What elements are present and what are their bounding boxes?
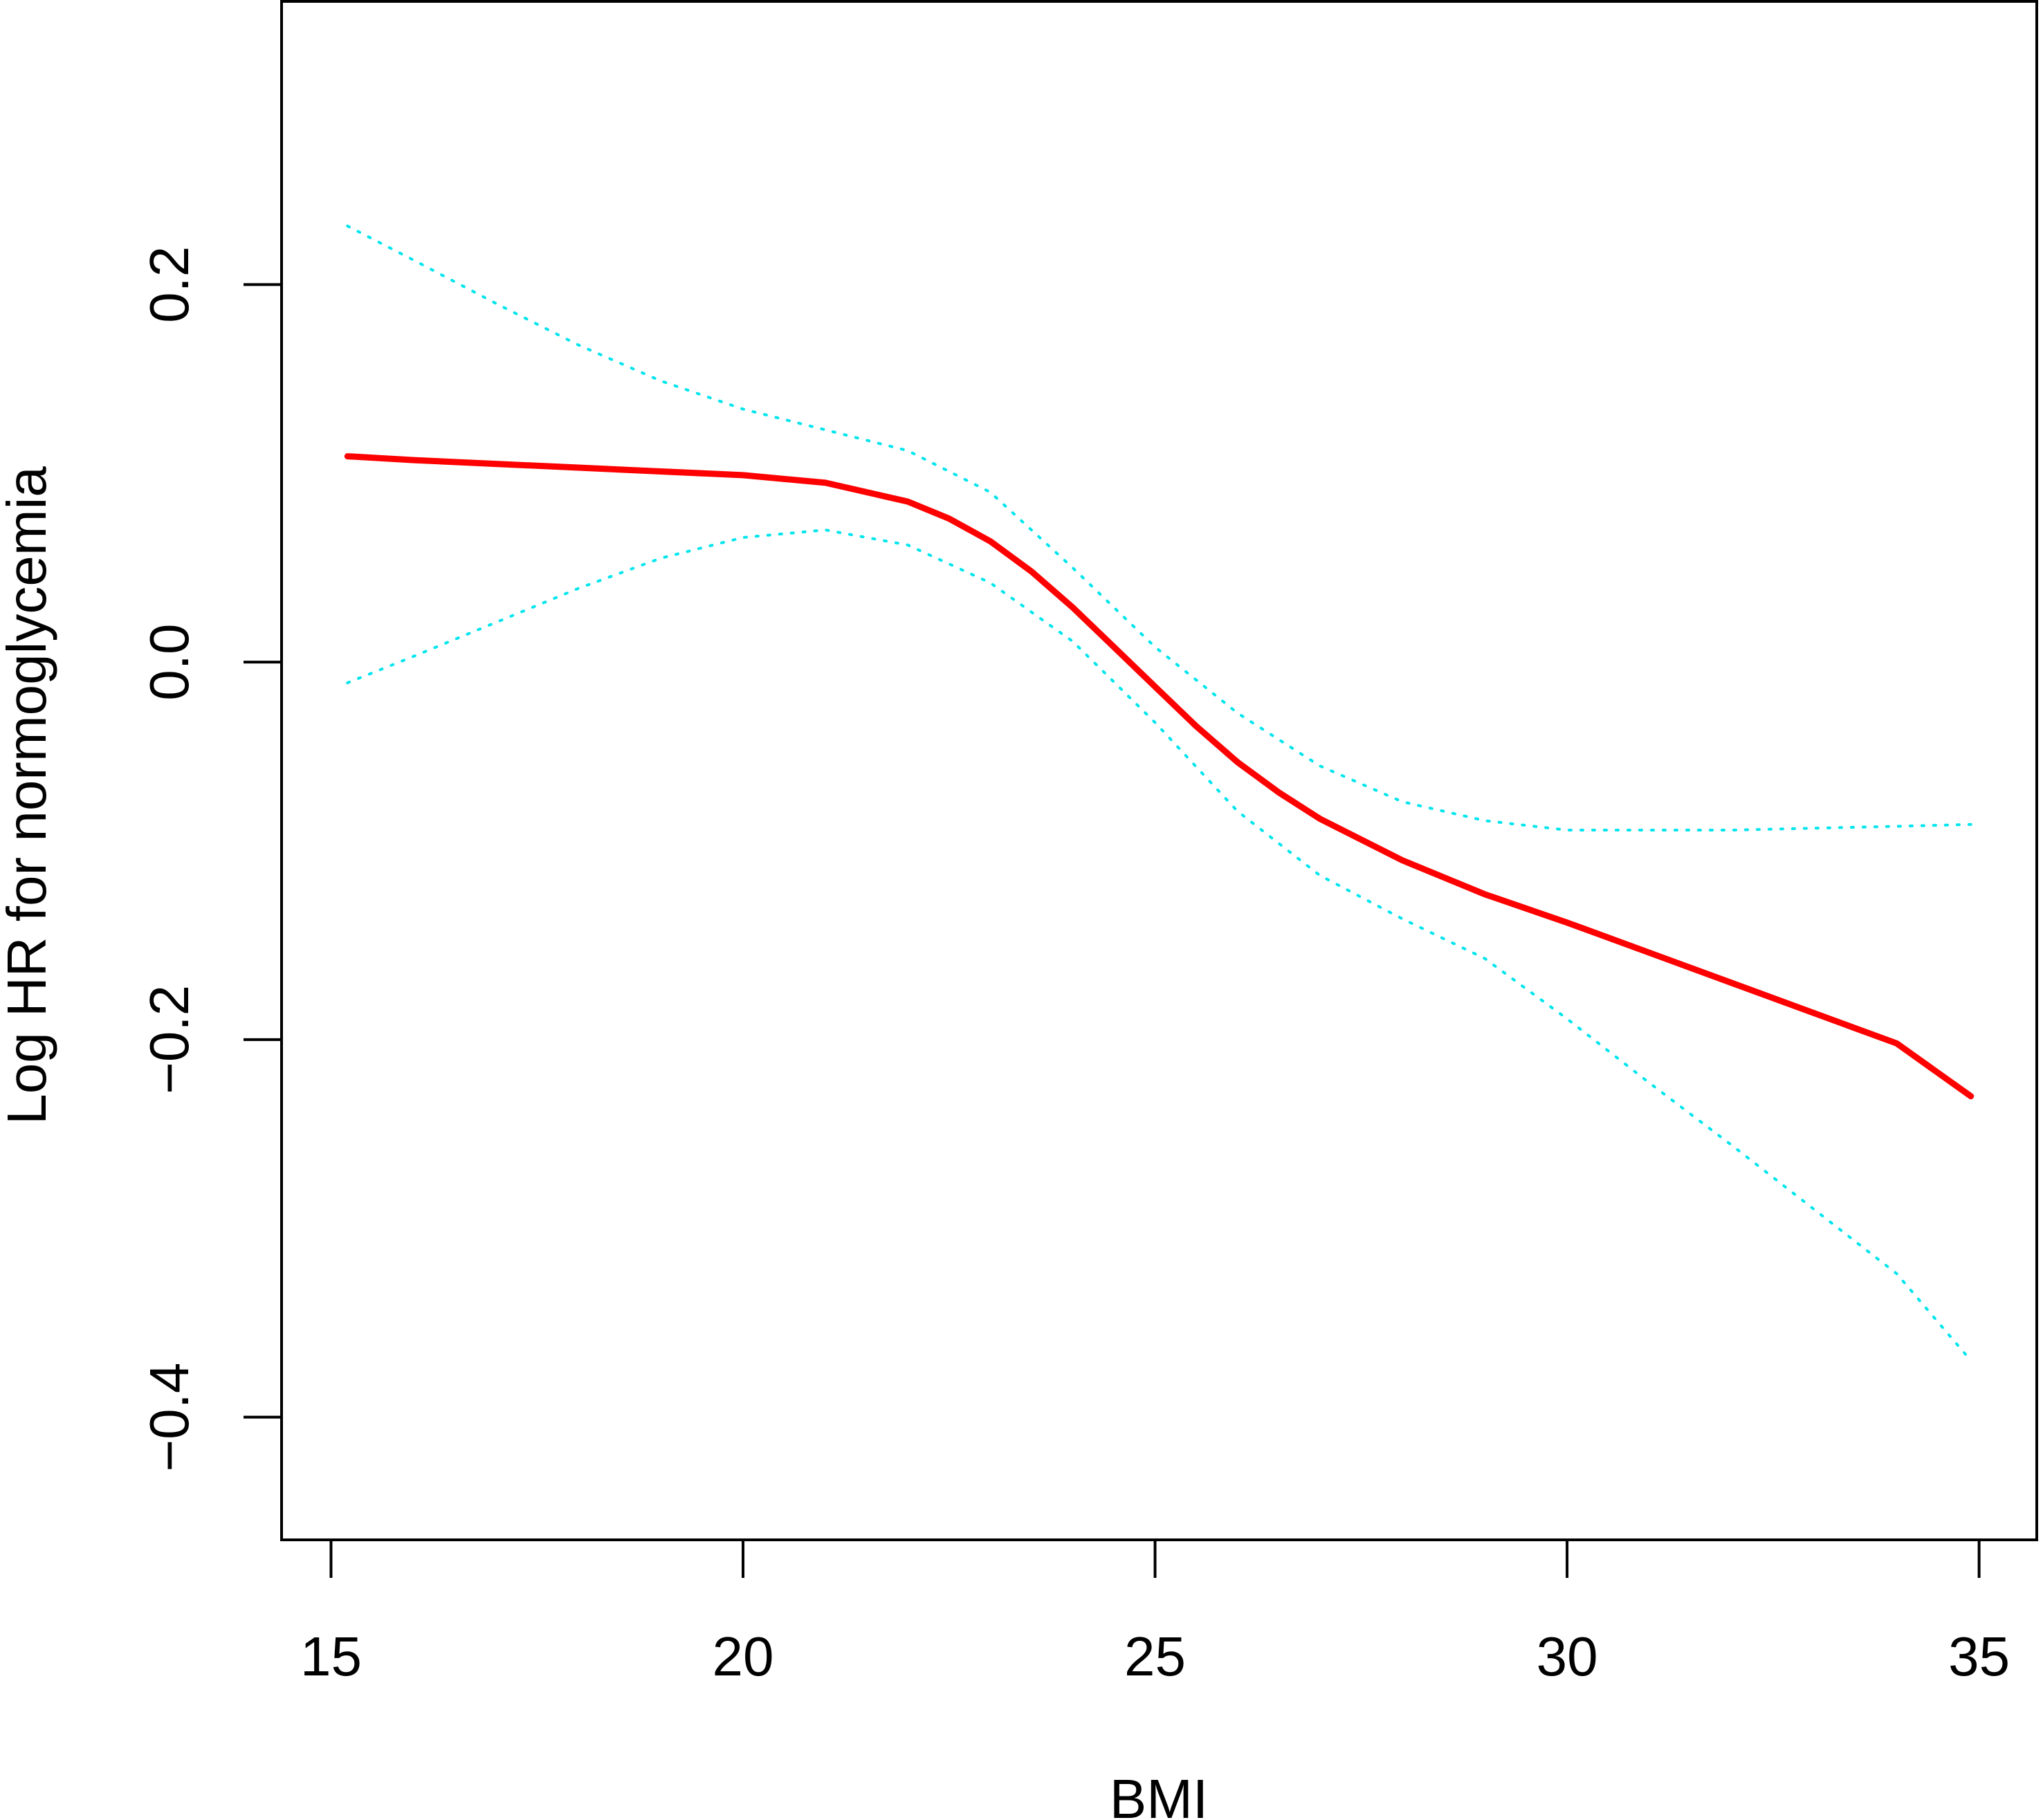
x-axis-title: BMI	[1110, 1768, 1208, 1820]
x-tick-label: 35	[1948, 1626, 2010, 1687]
y-tick-label: −0.2	[138, 985, 200, 1094]
series-line-upper-ci	[346, 224, 1972, 831]
y-axis: −0.4 −0.2 0.0 0.2	[138, 246, 283, 1472]
y-axis-title: Log HR for normoglycemia	[0, 466, 57, 1125]
series-line-lower-ci	[346, 528, 1972, 1362]
x-axis: 15 20 25 30 35	[300, 1538, 2010, 1687]
x-tick-label: 15	[300, 1626, 362, 1687]
x-tick-label: 20	[713, 1626, 774, 1687]
plot-frame	[280, 0, 2038, 1541]
y-tick-label: 0.0	[138, 623, 200, 700]
x-tick-label: 30	[1537, 1626, 1598, 1687]
series-line-estimate	[344, 453, 1975, 1100]
x-tick-label: 25	[1124, 1626, 1186, 1687]
y-tick-label: 0.2	[138, 246, 200, 323]
series-layer	[344, 224, 1975, 1362]
y-tick-label: −0.4	[138, 1363, 200, 1472]
